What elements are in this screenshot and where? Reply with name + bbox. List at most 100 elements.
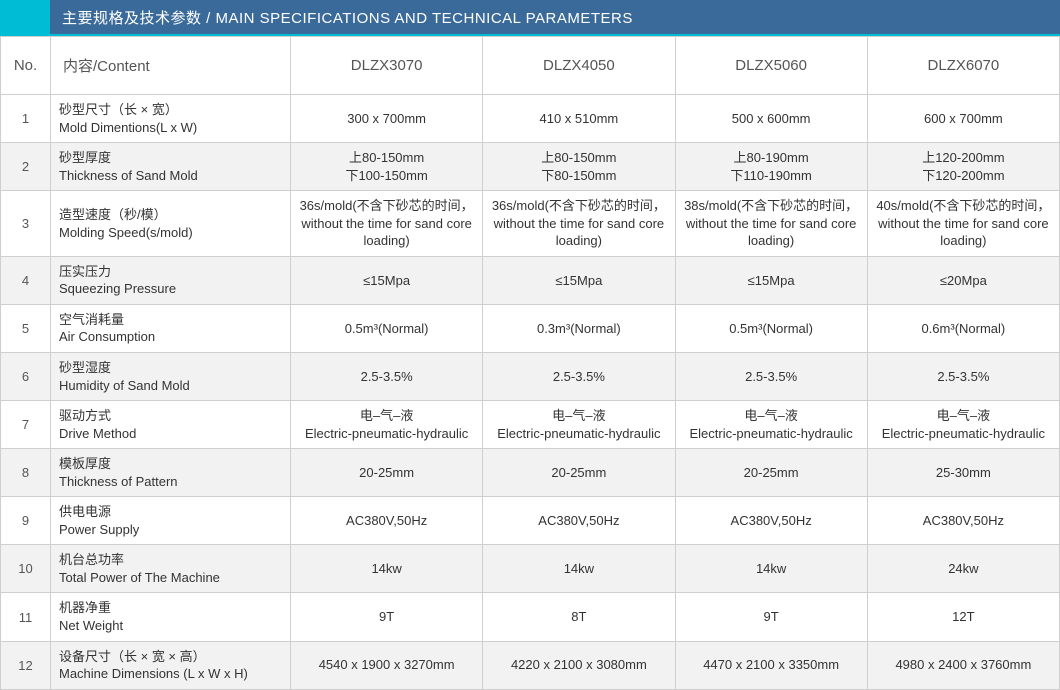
table-row: 8 模板厚度 Thickness of Pattern 20-25mm 20-2… <box>1 449 1060 497</box>
row-value: 0.6m³(Normal) <box>867 304 1059 352</box>
value-line: 上80-150mm <box>299 149 474 167</box>
row-number: 11 <box>1 593 51 641</box>
header-model-3: DLZX5060 <box>675 37 867 95</box>
row-value: 20-25mm <box>675 449 867 497</box>
row-value: ≤20Mpa <box>867 256 1059 304</box>
content-en: Total Power of The Machine <box>59 569 282 587</box>
content-en: Drive Method <box>59 425 282 443</box>
row-value: 410 x 510mm <box>483 95 675 143</box>
content-cn: 模板厚度 <box>59 455 282 473</box>
row-value: 2.5-3.5% <box>675 353 867 401</box>
content-en: Machine Dimensions (L x W x H) <box>59 665 282 683</box>
row-value: 2.5-3.5% <box>291 353 483 401</box>
value-line: 电–气–液 <box>491 407 666 425</box>
content-cn: 砂型湿度 <box>59 359 282 377</box>
table-row: 2 砂型厚度 Thickness of Sand Mold 上80-150mm … <box>1 143 1060 191</box>
specs-table: No. 内容/Content DLZX3070 DLZX4050 DLZX506… <box>0 36 1060 690</box>
content-cn: 设备尺寸（长 × 宽 × 高） <box>59 648 282 666</box>
row-value: 2.5-3.5% <box>483 353 675 401</box>
row-value: 4220 x 2100 x 3080mm <box>483 641 675 689</box>
title-bar: 主要规格及技术参数 / MAIN SPECIFICATIONS AND TECH… <box>0 0 1060 36</box>
value-line: 上80-150mm <box>491 149 666 167</box>
row-value: 电–气–液 Electric-pneumatic-hydraulic <box>291 401 483 449</box>
row-value: 电–气–液 Electric-pneumatic-hydraulic <box>675 401 867 449</box>
row-content: 机器净重 Net Weight <box>51 593 291 641</box>
content-cn: 空气消耗量 <box>59 311 282 329</box>
row-value: 4540 x 1900 x 3270mm <box>291 641 483 689</box>
row-number: 9 <box>1 497 51 545</box>
row-value: ≤15Mpa <box>291 256 483 304</box>
content-en: Squeezing Pressure <box>59 280 282 298</box>
content-en: Air Consumption <box>59 328 282 346</box>
row-value: 0.5m³(Normal) <box>291 304 483 352</box>
header-content: 内容/Content <box>51 37 291 95</box>
table-row: 4 压实压力 Squeezing Pressure ≤15Mpa ≤15Mpa … <box>1 256 1060 304</box>
table-row: 5 空气消耗量 Air Consumption 0.5m³(Normal) 0.… <box>1 304 1060 352</box>
row-value: 25-30mm <box>867 449 1059 497</box>
table-row: 10 机台总功率 Total Power of The Machine 14kw… <box>1 545 1060 593</box>
row-number: 2 <box>1 143 51 191</box>
content-cn: 供电电源 <box>59 503 282 521</box>
content-cn: 压实压力 <box>59 263 282 281</box>
content-cn: 砂型尺寸（长 × 宽） <box>59 101 282 119</box>
value-line: 下120-200mm <box>876 167 1051 185</box>
row-value: 300 x 700mm <box>291 95 483 143</box>
row-number: 5 <box>1 304 51 352</box>
value-line: Electric-pneumatic-hydraulic <box>684 425 859 443</box>
row-value: AC380V,50Hz <box>675 497 867 545</box>
row-value: 0.3m³(Normal) <box>483 304 675 352</box>
table-row: 12 设备尺寸（长 × 宽 × 高） Machine Dimensions (L… <box>1 641 1060 689</box>
row-value: 14kw <box>675 545 867 593</box>
row-value: AC380V,50Hz <box>291 497 483 545</box>
header-model-4: DLZX6070 <box>867 37 1059 95</box>
row-value: 9T <box>291 593 483 641</box>
content-en: Thickness of Sand Mold <box>59 167 282 185</box>
row-content: 砂型厚度 Thickness of Sand Mold <box>51 143 291 191</box>
content-en: Molding Speed(s/mold) <box>59 224 282 242</box>
row-number: 6 <box>1 353 51 401</box>
row-value: 上120-200mm 下120-200mm <box>867 143 1059 191</box>
row-content: 空气消耗量 Air Consumption <box>51 304 291 352</box>
row-content: 压实压力 Squeezing Pressure <box>51 256 291 304</box>
content-cn: 砂型厚度 <box>59 149 282 167</box>
row-value: 电–气–液 Electric-pneumatic-hydraulic <box>867 401 1059 449</box>
table-row: 1 砂型尺寸（长 × 宽） Mold Dimentions(L x W) 300… <box>1 95 1060 143</box>
content-en: Power Supply <box>59 521 282 539</box>
table-row: 7 驱动方式 Drive Method 电–气–液 Electric-pneum… <box>1 401 1060 449</box>
row-value: 36s/mold(不含下砂芯的时间，without the time for s… <box>483 191 675 257</box>
value-line: 电–气–液 <box>299 407 474 425</box>
content-cn: 机器净重 <box>59 599 282 617</box>
row-value: AC380V,50Hz <box>867 497 1059 545</box>
content-en: Net Weight <box>59 617 282 635</box>
row-value: 上80-150mm 下100-150mm <box>291 143 483 191</box>
row-value: 24kw <box>867 545 1059 593</box>
row-content: 造型速度（秒/模） Molding Speed(s/mold) <box>51 191 291 257</box>
header-no: No. <box>1 37 51 95</box>
row-content: 砂型湿度 Humidity of Sand Mold <box>51 353 291 401</box>
row-value: 上80-150mm 下80-150mm <box>483 143 675 191</box>
value-line: 下80-150mm <box>491 167 666 185</box>
row-value: 14kw <box>483 545 675 593</box>
row-value: 20-25mm <box>291 449 483 497</box>
row-value: AC380V,50Hz <box>483 497 675 545</box>
row-value: 4470 x 2100 x 3350mm <box>675 641 867 689</box>
table-header-row: No. 内容/Content DLZX3070 DLZX4050 DLZX506… <box>1 37 1060 95</box>
row-content: 供电电源 Power Supply <box>51 497 291 545</box>
value-line: 上120-200mm <box>876 149 1051 167</box>
content-en: Thickness of Pattern <box>59 473 282 491</box>
row-value: 2.5-3.5% <box>867 353 1059 401</box>
row-content: 设备尺寸（长 × 宽 × 高） Machine Dimensions (L x … <box>51 641 291 689</box>
row-number: 1 <box>1 95 51 143</box>
value-line: Electric-pneumatic-hydraulic <box>876 425 1051 443</box>
content-cn: 机台总功率 <box>59 551 282 569</box>
page-title: 主要规格及技术参数 / MAIN SPECIFICATIONS AND TECH… <box>50 0 1060 34</box>
value-line: Electric-pneumatic-hydraulic <box>491 425 666 443</box>
value-line: 下110-190mm <box>684 167 859 185</box>
row-value: 40s/mold(不含下砂芯的时间，without the time for s… <box>867 191 1059 257</box>
header-model-1: DLZX3070 <box>291 37 483 95</box>
row-value: 4980 x 2400 x 3760mm <box>867 641 1059 689</box>
table-row: 9 供电电源 Power Supply AC380V,50Hz AC380V,5… <box>1 497 1060 545</box>
row-number: 12 <box>1 641 51 689</box>
content-cn: 驱动方式 <box>59 407 282 425</box>
content-cn: 造型速度（秒/模） <box>59 206 282 224</box>
